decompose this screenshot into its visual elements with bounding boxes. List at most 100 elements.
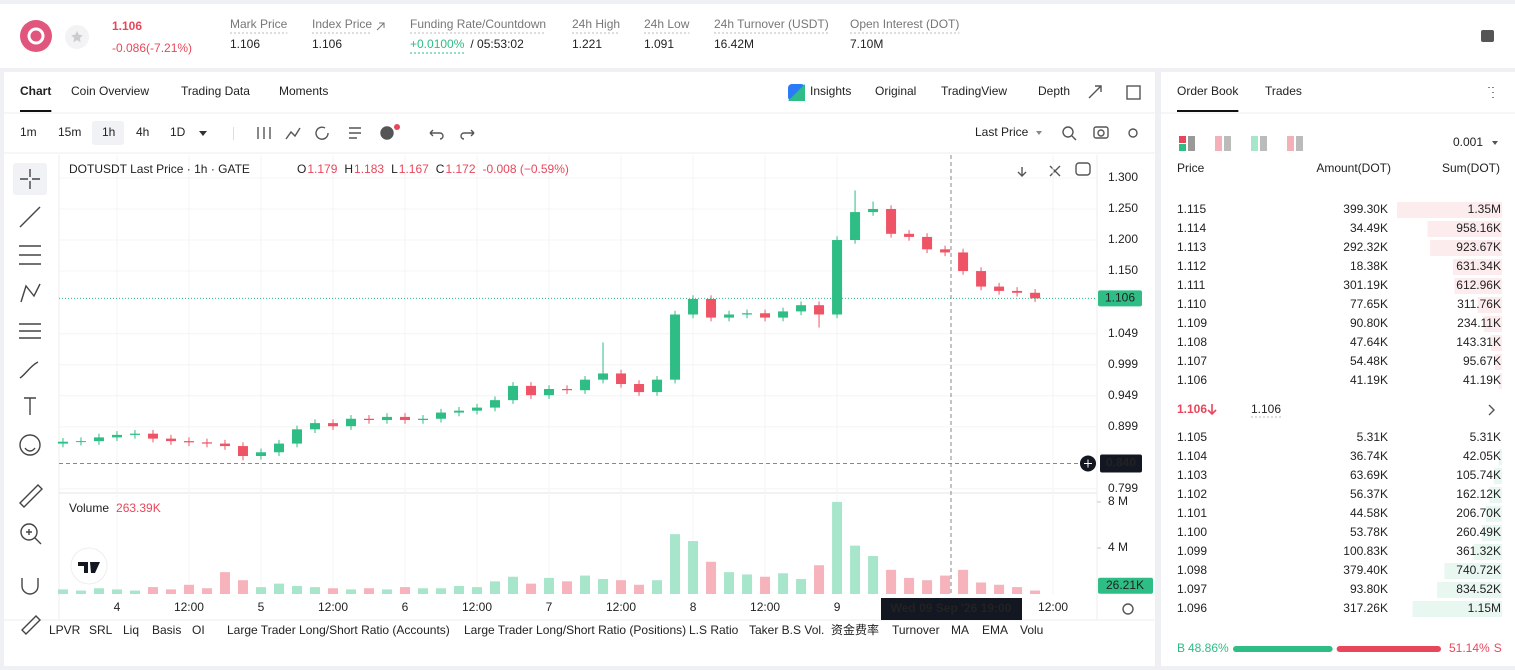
stat-value: 1.091 bbox=[644, 37, 674, 51]
stat-label: Mark Price bbox=[230, 17, 288, 31]
interval[interactable]: 4h bbox=[136, 125, 149, 139]
book-price: 1.110 bbox=[1177, 297, 1206, 311]
y-tick-label: 1.200 bbox=[1108, 232, 1138, 246]
depth-bar bbox=[1444, 563, 1502, 579]
volume-bar bbox=[544, 577, 555, 594]
chart-tab[interactable]: Coin Overview bbox=[71, 84, 149, 98]
price-type[interactable]: Last Price bbox=[975, 125, 1029, 139]
volume-bar bbox=[742, 574, 753, 594]
indicator[interactable]: SRL bbox=[89, 623, 113, 637]
volume-bar bbox=[832, 501, 843, 594]
depth-bar bbox=[1493, 468, 1502, 484]
indicator[interactable]: OI bbox=[192, 623, 205, 637]
depth-bar bbox=[1477, 297, 1502, 313]
chart-tab[interactable]: Trading Data bbox=[181, 84, 250, 98]
layout-icon[interactable] bbox=[1481, 30, 1494, 42]
chart-tab[interactable]: Chart bbox=[20, 84, 51, 98]
indicator[interactable]: Volu bbox=[1020, 623, 1043, 637]
candle-body bbox=[400, 416, 410, 421]
ohlc-key: O bbox=[297, 162, 306, 176]
interval[interactable]: 1h bbox=[102, 125, 115, 139]
buy-letter: B bbox=[1177, 641, 1185, 655]
interval[interactable]: 1D bbox=[170, 125, 186, 139]
countdown: / 05:53:02 bbox=[470, 37, 524, 51]
interval[interactable]: 15m bbox=[58, 125, 81, 139]
depth-bar bbox=[1427, 221, 1502, 237]
indicator[interactable]: Basis bbox=[152, 623, 181, 637]
candle-body bbox=[652, 379, 663, 393]
tab-underline bbox=[1177, 110, 1239, 112]
volume-bar bbox=[345, 589, 356, 594]
volume-bar bbox=[219, 572, 230, 594]
crosshair-price-tag bbox=[1100, 454, 1142, 473]
volume-bar bbox=[165, 589, 176, 594]
ohlc-key: H bbox=[344, 162, 353, 176]
precision[interactable]: 0.001 bbox=[1453, 135, 1483, 149]
volume-tag bbox=[1098, 577, 1153, 594]
candle-body bbox=[994, 286, 1005, 291]
crosshair-time: Wed 09 Sep '26 19:00 bbox=[891, 601, 1012, 615]
indicator[interactable]: L.S Ratio bbox=[689, 623, 739, 637]
indicator[interactable]: Large Trader Long/Short Ratio (Positions… bbox=[464, 623, 686, 637]
volume-bar bbox=[616, 580, 627, 594]
coin-logo-mark bbox=[27, 27, 45, 45]
volume-bar bbox=[201, 588, 212, 594]
settings-icon[interactable] bbox=[1122, 603, 1134, 615]
indicator[interactable]: EMA bbox=[982, 623, 1008, 637]
book-sum: 206.70K bbox=[1456, 506, 1501, 520]
stat-value: 16.42M bbox=[714, 37, 754, 51]
book-sum: 834.52K bbox=[1456, 582, 1501, 596]
volume-bar bbox=[760, 576, 771, 594]
indicator[interactable]: LPVR bbox=[49, 623, 81, 637]
interval[interactable]: 1m bbox=[20, 125, 37, 139]
book-tab[interactable]: Order Book bbox=[1177, 84, 1239, 98]
x-tick-label: 5 bbox=[258, 600, 265, 614]
volume-bar bbox=[958, 569, 969, 594]
book-price: 1.112 bbox=[1177, 259, 1206, 273]
view-tab[interactable]: Insights bbox=[810, 84, 851, 98]
view-tab[interactable]: Depth bbox=[1038, 84, 1070, 98]
candle-body bbox=[1012, 290, 1023, 293]
volume-bar bbox=[418, 588, 429, 594]
x-tick-label: 9 bbox=[834, 600, 841, 614]
x-tick-label: 4 bbox=[114, 600, 121, 614]
indicator[interactable]: Large Trader Long/Short Ratio (Accounts) bbox=[227, 623, 450, 637]
indicator[interactable]: Taker B.S Vol. bbox=[749, 623, 824, 637]
candle-body bbox=[237, 446, 248, 457]
volume-bar bbox=[940, 575, 951, 594]
chart-tab[interactable]: Moments bbox=[279, 84, 328, 98]
candle-body bbox=[832, 240, 843, 315]
depth-bar bbox=[1489, 487, 1502, 503]
candle-body bbox=[111, 434, 122, 438]
candle-body bbox=[291, 429, 302, 444]
stat-label: 24h Turnover (USDT) bbox=[714, 17, 829, 31]
book-sum: 612.96K bbox=[1456, 278, 1501, 292]
view-tab[interactable]: TradingView bbox=[941, 84, 1007, 98]
candle-body bbox=[670, 314, 681, 380]
candle-body bbox=[57, 441, 68, 444]
volume-bar bbox=[57, 589, 68, 594]
indicator[interactable]: 资金费率 bbox=[831, 622, 879, 637]
ohlc-value: 1.179 bbox=[307, 162, 337, 176]
volume-bar bbox=[129, 590, 140, 594]
book-price: 1.096 bbox=[1177, 601, 1207, 615]
book-amount: 36.74K bbox=[1350, 449, 1388, 463]
candle-body bbox=[976, 271, 987, 287]
indicator[interactable]: MA bbox=[951, 623, 969, 637]
indicator[interactable]: Turnover bbox=[892, 623, 940, 637]
indicator[interactable]: Liq bbox=[123, 623, 139, 637]
x-tick-label: 12:00 bbox=[750, 600, 780, 614]
down-arrow bbox=[1207, 404, 1217, 416]
book-amount: 63.69K bbox=[1350, 468, 1388, 482]
candle-body bbox=[868, 208, 879, 213]
volume-bar bbox=[436, 588, 447, 594]
volume-bar bbox=[886, 569, 897, 594]
view-tab[interactable]: Original bbox=[875, 84, 916, 98]
depth-bar bbox=[1498, 373, 1502, 389]
stat-value: +0.0100% bbox=[410, 37, 465, 51]
book-tab[interactable]: Trades bbox=[1265, 84, 1302, 98]
candle-body bbox=[508, 385, 519, 401]
book-sum: 311.76K bbox=[1457, 297, 1501, 311]
book-price: 1.107 bbox=[1177, 354, 1207, 368]
book-sum: 361.32K bbox=[1456, 544, 1501, 558]
